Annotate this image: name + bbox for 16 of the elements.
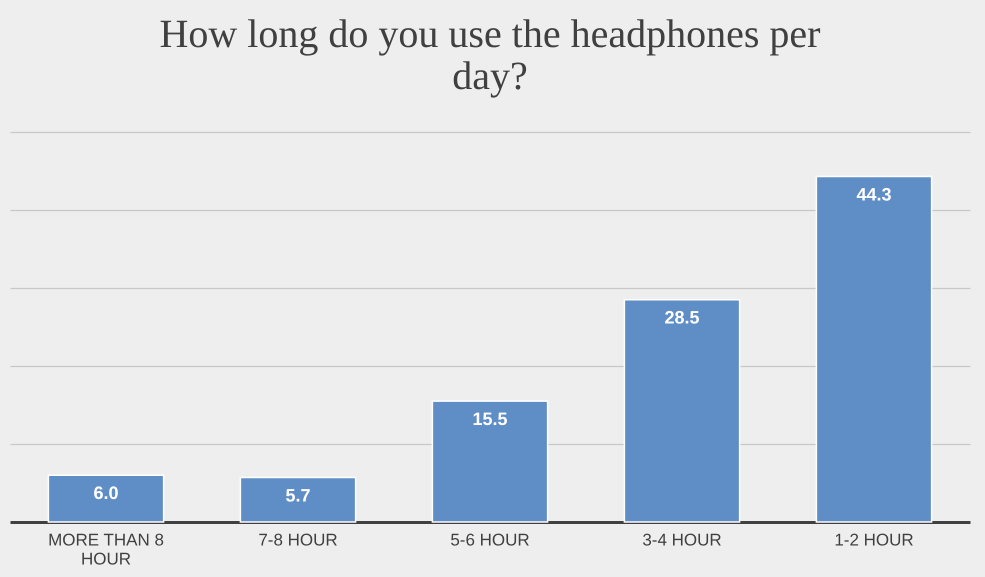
bar <box>624 298 740 523</box>
data-label: 6.0 <box>93 483 119 504</box>
bar <box>240 476 356 523</box>
data-label: 44.3 <box>856 184 892 204</box>
x-tick-label: 5-6 HOUR <box>450 530 530 550</box>
bar <box>816 176 932 523</box>
data-label: 5.7 <box>285 486 311 506</box>
bar <box>48 474 164 523</box>
x-tick-label: 7-8 HOUR <box>258 530 338 550</box>
x-tick-label: 3-4 HOUR <box>642 530 722 550</box>
x-tick-label: 1-2 HOUR <box>834 530 914 550</box>
data-label: 28.5 <box>664 308 700 328</box>
chart-title: How long do you use the headphones per day? <box>160 11 820 98</box>
x-tick-label: MORE THAN 8 HOUR <box>48 530 164 568</box>
bar <box>432 400 548 523</box>
data-label: 15.5 <box>472 409 508 430</box>
